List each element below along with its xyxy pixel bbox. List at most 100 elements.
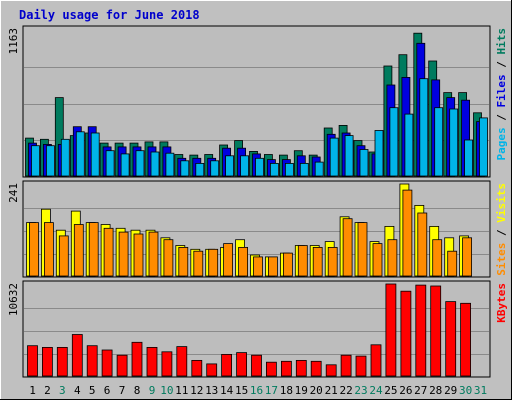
pages-bar xyxy=(299,162,309,177)
sites-bar xyxy=(327,246,338,277)
legend-kbytes: KBytes xyxy=(495,283,508,323)
x-tick-label: 1 xyxy=(29,384,36,397)
x-tick-label: 18 xyxy=(280,384,293,397)
ymax-label-kbytes: 10632 xyxy=(7,283,20,316)
ymax-label-hits-files-pages: 1163 xyxy=(7,28,20,55)
kbytes-bar xyxy=(265,361,277,377)
x-tick-label: 27 xyxy=(414,384,427,397)
x-tick-label: 9 xyxy=(149,384,156,397)
pages-bar xyxy=(404,113,414,177)
kbytes-bar xyxy=(340,354,352,377)
x-tick-label: 15 xyxy=(235,384,248,397)
sites-bar xyxy=(402,189,413,277)
x-tick-label: 13 xyxy=(205,384,218,397)
kbytes-bar xyxy=(460,302,472,377)
sites-bar xyxy=(73,224,84,277)
kbytes-bar xyxy=(445,301,457,377)
pages-bar xyxy=(120,153,130,177)
kbytes-bar xyxy=(176,346,188,377)
x-tick-label: 17 xyxy=(265,384,278,397)
kbytes-bar xyxy=(355,355,367,377)
x-tick-label: 10 xyxy=(160,384,173,397)
x-tick-label: 29 xyxy=(444,384,457,397)
legend-visits-sites: Sites / Visits xyxy=(495,183,508,276)
legend-entry: Sites xyxy=(495,243,508,276)
sites-bar xyxy=(372,243,383,277)
kbytes-bar xyxy=(280,360,292,377)
legend-entry: Pages xyxy=(495,127,508,160)
kbytes-bar xyxy=(101,349,113,377)
sites-bar xyxy=(88,222,99,277)
pages-bar xyxy=(210,160,220,177)
kbytes-bar xyxy=(251,354,262,377)
kbytes-bar xyxy=(206,363,218,377)
pages-bar xyxy=(284,162,294,177)
legend-entry: KBytes xyxy=(495,283,508,323)
x-tick-label: 7 xyxy=(119,384,126,397)
sites-bar xyxy=(148,231,159,277)
x-tick-label: 14 xyxy=(220,384,234,397)
x-tick-label: 5 xyxy=(89,384,96,397)
sites-bar xyxy=(447,250,458,277)
x-tick-label: 24 xyxy=(369,384,383,397)
pages-bar xyxy=(374,130,384,177)
pages-bar xyxy=(31,145,40,177)
legend-hits-files-pages: Pages / Files / Hits xyxy=(495,28,508,161)
x-tick-label: 22 xyxy=(339,384,352,397)
x-tick-label: 28 xyxy=(429,384,442,397)
pages-bar xyxy=(389,107,399,177)
pages-bar xyxy=(359,149,369,177)
pages-bar xyxy=(269,162,279,177)
pages-bar xyxy=(479,117,488,177)
kbytes-bar xyxy=(71,334,83,377)
kbytes-bar xyxy=(221,353,233,377)
legend-entry: Files xyxy=(495,74,508,107)
sites-bar xyxy=(342,218,353,277)
pages-bar xyxy=(344,135,354,177)
pages-bar xyxy=(165,152,175,177)
kbytes-bar xyxy=(116,354,128,377)
sites-bar xyxy=(29,222,39,277)
x-tick-label: 31 xyxy=(474,384,487,397)
pages-bar xyxy=(329,137,339,177)
sites-bar xyxy=(223,243,234,277)
kbytes-bar xyxy=(295,359,307,377)
x-tick-label: 6 xyxy=(104,384,111,397)
x-tick-label: 30 xyxy=(459,384,472,397)
kbytes-bar xyxy=(370,344,382,377)
x-tick-label: 4 xyxy=(74,384,81,397)
kbytes-bar xyxy=(56,346,68,377)
kbytes-bar xyxy=(415,284,427,377)
pages-bar xyxy=(314,161,324,177)
legend-entry: / xyxy=(495,108,508,128)
pages-bar xyxy=(255,157,264,177)
legend-entry: Hits xyxy=(495,28,508,55)
sites-bar xyxy=(267,256,278,277)
kbytes-bar xyxy=(161,351,173,377)
kbytes-bar xyxy=(310,360,322,377)
x-tick-label: 8 xyxy=(134,384,141,397)
pages-bar xyxy=(464,139,474,177)
pages-bar xyxy=(434,107,444,177)
sites-bar xyxy=(238,246,249,277)
kbytes-bar xyxy=(27,345,38,377)
pages-bar xyxy=(135,150,145,177)
ymax-label-visits-sites: 241 xyxy=(7,183,20,203)
pages-bar xyxy=(180,160,190,177)
kbytes-bar xyxy=(430,285,442,377)
pages-bar xyxy=(46,145,55,177)
legend-entry: / xyxy=(495,55,508,75)
sites-bar xyxy=(357,222,368,277)
pages-bar xyxy=(240,155,250,177)
sites-bar xyxy=(58,235,69,277)
pages-bar xyxy=(90,132,100,177)
kbytes-bar xyxy=(325,364,337,377)
x-tick-label: 21 xyxy=(325,384,338,397)
x-tick-label: 20 xyxy=(310,384,323,397)
pages-bar xyxy=(225,155,235,177)
chart-title: Daily usage for June 2018 xyxy=(19,8,200,22)
x-tick-label: 25 xyxy=(384,384,397,397)
sites-bar xyxy=(417,212,428,277)
x-tick-label: 23 xyxy=(354,384,367,397)
